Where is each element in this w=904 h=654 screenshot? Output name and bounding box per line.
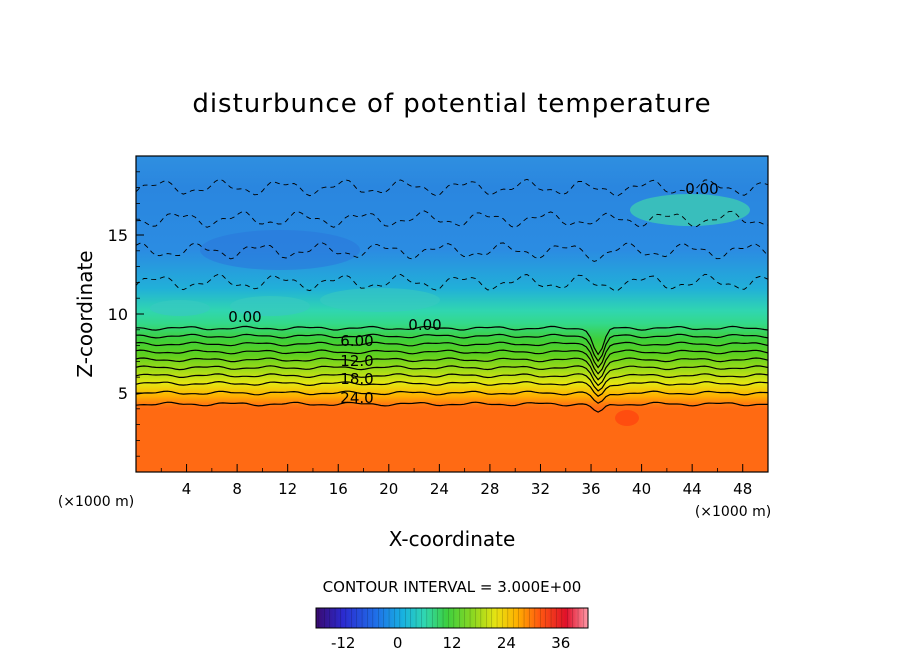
x-tick-label: 28 [480, 480, 499, 498]
colorbar-bins [316, 608, 588, 628]
contour-negative [136, 210, 768, 228]
x-tick-label: 36 [581, 480, 600, 498]
colorbar-tick-label: 0 [393, 634, 403, 652]
contour-positive [136, 325, 768, 356]
y-axis-ticks: 5 10 15 [108, 171, 144, 457]
contour-label-18: 18.0 [340, 370, 373, 388]
x-tick-label: 40 [632, 480, 651, 498]
x-tick-label: 32 [531, 480, 550, 498]
contour-positive [136, 373, 768, 392]
anomaly-left [150, 300, 210, 316]
x-tick-label: 4 [182, 480, 192, 498]
contour-interval-label: CONTOUR INTERVAL = 3.000E+00 [323, 578, 582, 596]
cold-anomaly [200, 230, 360, 270]
contour-negative [136, 242, 768, 262]
hot-spot [615, 410, 639, 426]
contour-positive [136, 365, 768, 387]
colorbar-tick-label: 36 [551, 634, 570, 652]
chart-title: disturbunce of potential temperature [192, 89, 711, 119]
anomaly-center [320, 288, 440, 312]
colorbar-frame [315, 607, 589, 629]
x-tick-label: 8 [232, 480, 242, 498]
colorbar-tick-label: 12 [442, 634, 461, 652]
x-tick-label: 20 [379, 480, 398, 498]
contour-positive [136, 333, 768, 363]
x-tick-label: 24 [430, 480, 449, 498]
x-axis-title: X-coordinate [389, 527, 516, 551]
contour-positive [136, 401, 768, 413]
colorbar-tick-label: 24 [497, 634, 516, 652]
x-tick-label: 12 [278, 480, 297, 498]
x-tick-label: 44 [683, 480, 702, 498]
contour-label-0-left: 0.00 [228, 308, 261, 326]
contour-label-0-top-right: 0.00 [685, 180, 718, 198]
anomaly-center-left [230, 296, 310, 316]
x-tick-label: 48 [733, 480, 752, 498]
x-axis-ticks: 4 8 12 16 20 24 28 32 36 40 44 48 [160, 464, 752, 498]
y-tick-label: 15 [108, 226, 128, 245]
colorbar: -12 0 12 24 36 [315, 607, 589, 652]
x-unit-label: (×1000 m) [695, 504, 771, 520]
colorbar-tick-label: -12 [331, 634, 356, 652]
contour-label-12: 12.0 [340, 352, 373, 370]
contour-negative [136, 178, 768, 197]
y-tick-label: 5 [118, 384, 128, 403]
contour-positive [136, 357, 768, 381]
x-tick-label: 16 [329, 480, 348, 498]
contour-lines [136, 178, 768, 413]
contour-label-6: 6.00 [340, 332, 373, 350]
warm-anomaly-top-right [630, 194, 750, 226]
colorbar-ticks: -12 0 12 24 36 [331, 634, 570, 652]
z-unit-label: (×1000 m) [58, 494, 134, 510]
contour-label-0-center: 0.00 [408, 316, 441, 334]
contour-label-24: 24.0 [340, 389, 373, 407]
contour-labels: 0.00 0.00 0.00 6.00 12.0 18.0 24.0 [228, 180, 718, 407]
contour-positive [136, 349, 768, 375]
plot-area [136, 156, 768, 472]
contour-positive [136, 341, 768, 369]
y-axis-title: Z-coordinate [73, 250, 97, 377]
contour-positive [136, 380, 768, 397]
y-tick-label: 10 [108, 305, 128, 324]
contour-positive [136, 390, 768, 404]
